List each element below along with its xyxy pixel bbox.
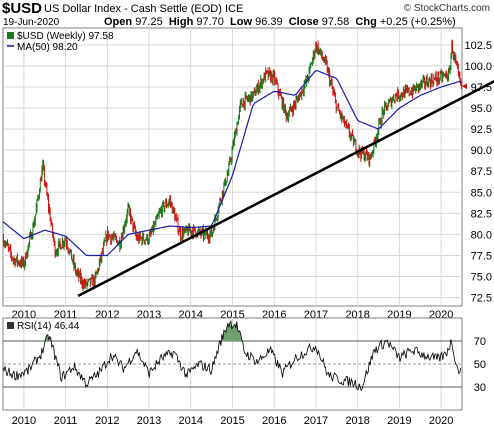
rsi-x-tick-label: 2019: [387, 415, 411, 427]
price-y-tick-label: 87.5: [471, 166, 492, 178]
price-y-tick-label: 102.5: [464, 40, 492, 52]
instrument-full-name: US Dollar Index - Cash Settle (EOD): [44, 3, 222, 15]
rsi-overbought-fill: [221, 321, 242, 341]
close-value: 97.58: [321, 16, 350, 28]
rsi-x-tick-label: 2020: [429, 415, 453, 427]
price-panel: 72.5 75.0 77.5 80.0 82.5 85.0 87.5 90.0 92.5 95.0…: [2, 27, 494, 321]
change-value: +0.25 (+0.25%): [379, 16, 456, 28]
change-label: Chg: [355, 16, 377, 28]
rsi-x-tick-label: 2018: [345, 415, 369, 427]
rsi-x-tick-label: 2011: [54, 415, 78, 427]
price-legend-label: $USD (Weekly) 97.58: [17, 31, 114, 42]
close-label: Close: [288, 16, 319, 28]
rsi-y-tick-label: 70: [474, 336, 486, 348]
high-label: High: [168, 16, 194, 28]
rsi-legend-label: RSI(14) 46.44: [17, 321, 80, 332]
support-trendline: [77, 80, 494, 298]
rsi-x-tick-label: 2017: [304, 415, 328, 427]
low-value: 96.39: [255, 16, 283, 28]
symbol-title: $USD: [2, 0, 43, 17]
low-label: Low: [230, 16, 253, 28]
rsi-x-tick-label: 2015: [220, 415, 244, 427]
exchange-label: ICE: [224, 3, 244, 15]
rsi-x-tick-label: 2016: [262, 415, 286, 427]
price-y-tick-label: 72.5: [471, 293, 492, 305]
rsi-line: [2, 319, 462, 392]
price-y-tick-label: 77.5: [471, 250, 492, 262]
rsi-y-tick-label: 30: [474, 382, 486, 394]
ma-legend-label: MA(50) 98.20: [17, 42, 78, 53]
copyright-label: © StockCharts.com: [403, 3, 490, 14]
quote-date: 19-Jun-2020: [3, 17, 60, 28]
rsi-y-tick-label: 50: [474, 359, 486, 371]
last-price-marker: [462, 83, 467, 90]
price-y-tick-label: 75.0: [471, 272, 492, 284]
rsi-panel: 2010 2011 2012 2013 2014 2015 2016 2017 2018 2019…: [2, 317, 486, 427]
rsi-x-tick-label: 2010: [12, 415, 36, 427]
rsi-legend-swatch: [7, 322, 14, 329]
price-y-tick-label: 82.5: [471, 208, 492, 220]
rsi-x-tick-label: 2012: [95, 415, 119, 427]
high-value: 97.70: [196, 16, 224, 28]
price-y-tick-label: 95.0: [471, 103, 492, 115]
price-y-tick-label: 100.0: [464, 61, 492, 73]
price-y-tick-label: 90.0: [471, 145, 492, 157]
price-y-tick-label: 80.0: [471, 229, 492, 241]
ohlc-summary: Open 97.25 High 97.70 Low 96.39 Close 97…: [104, 16, 456, 28]
instrument-name: US Dollar Index - Cash Settle (EOD) ICE: [44, 3, 243, 15]
price-y-tick-label: 92.5: [471, 124, 492, 136]
open-label: Open: [104, 16, 133, 28]
rsi-x-tick-label: 2013: [137, 415, 161, 427]
open-value: 97.25: [135, 16, 163, 28]
price-y-tick-label: 85.0: [471, 187, 492, 199]
rsi-x-tick-label: 2014: [179, 415, 203, 427]
ma50-line: [2, 69, 461, 257]
price-legend-swatch: [7, 32, 14, 39]
